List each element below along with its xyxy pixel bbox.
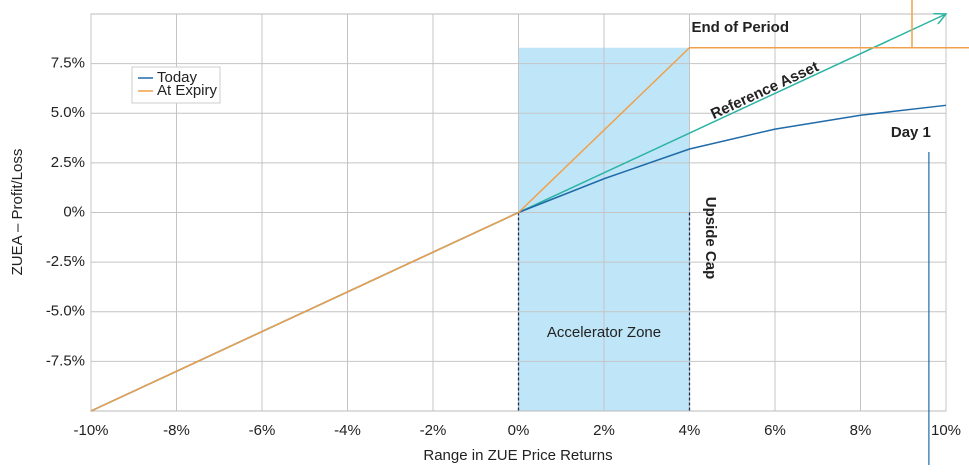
x-axis-label: Range in ZUE Price Returns — [423, 447, 612, 464]
y-tick-label: 2.5% — [51, 154, 85, 171]
x-tick-label: 0% — [508, 422, 530, 439]
day-label: Day 1 — [891, 124, 931, 141]
x-tick-label: 2% — [593, 422, 615, 439]
x-tick-label: -4% — [334, 422, 361, 439]
cap-label: Upside Cap — [702, 197, 719, 280]
x-tick-label: -10% — [73, 422, 108, 439]
y-axis-label: ZUEA – Profit/Loss — [9, 149, 26, 276]
x-tick-label: 8% — [850, 422, 872, 439]
y-tick-label: -7.5% — [46, 352, 85, 369]
x-tick-label: -8% — [163, 422, 190, 439]
legend-label: At Expiry — [157, 82, 218, 99]
legend-label: Today — [157, 69, 198, 86]
y-tick-label: -2.5% — [46, 253, 85, 270]
y-tick-label: 5.0% — [51, 104, 85, 121]
y-tick-label: 7.5% — [51, 55, 85, 72]
x-tick-label: -2% — [420, 422, 447, 439]
end-label: End of Period — [692, 19, 790, 36]
x-tick-label: 10% — [931, 422, 961, 439]
legend-box — [131, 66, 221, 104]
x-tick-label: 4% — [679, 422, 701, 439]
x-tick-label: -6% — [249, 422, 276, 439]
x-tick-label: 6% — [764, 422, 786, 439]
y-tick-label: 0% — [63, 203, 85, 220]
zone-label: Accelerator Zone — [547, 324, 661, 341]
y-tick-label: -5.0% — [46, 303, 85, 320]
